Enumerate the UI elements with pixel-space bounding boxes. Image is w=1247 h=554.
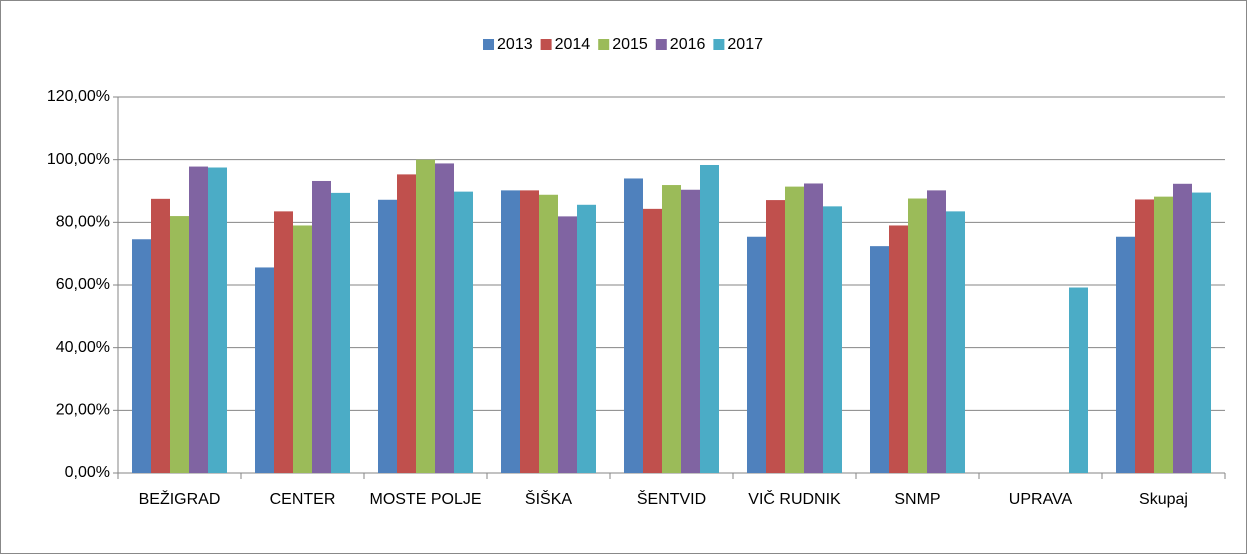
bar <box>170 216 189 474</box>
legend-swatch <box>713 39 725 50</box>
bar <box>397 174 416 474</box>
x-tick-label: CENTER <box>270 491 336 508</box>
legend-swatch <box>540 39 552 50</box>
y-tick-label: 100,00% <box>47 151 110 168</box>
bar <box>378 199 397 474</box>
legend-item: 2015 <box>598 36 648 53</box>
bar <box>681 189 700 473</box>
y-tick-label: 0,00% <box>65 464 110 481</box>
bar <box>558 216 577 473</box>
bar <box>577 204 596 473</box>
bar <box>804 183 823 474</box>
bar <box>435 163 454 473</box>
bar <box>870 246 889 473</box>
bar <box>1135 199 1154 473</box>
legend-swatch <box>483 39 495 50</box>
bar <box>1069 287 1088 473</box>
bar <box>700 164 719 473</box>
bar <box>539 194 558 473</box>
bar <box>889 225 908 473</box>
bar <box>208 167 227 473</box>
bar <box>132 239 151 473</box>
bar <box>643 208 662 474</box>
bar <box>274 211 293 473</box>
legend: 2013 2014 2015 2016 2017 <box>483 36 763 53</box>
bar <box>1173 183 1192 473</box>
bar <box>331 192 350 473</box>
x-tick-label: ŠIŠKA <box>525 489 572 508</box>
y-tick-label: 80,00% <box>56 214 110 231</box>
bar <box>1116 236 1135 473</box>
y-tick-label: 40,00% <box>56 339 110 356</box>
x-tick-label: MOSTE POLJE <box>369 491 481 508</box>
bar <box>908 198 927 473</box>
bar <box>927 190 946 473</box>
legend-swatch <box>655 39 667 50</box>
bar <box>293 225 312 473</box>
bar <box>312 180 331 473</box>
bar <box>785 186 804 473</box>
bar <box>662 185 681 473</box>
legend-label: 2015 <box>612 36 648 53</box>
bar <box>151 198 170 474</box>
bar <box>520 190 539 473</box>
y-tick-label: 120,00% <box>47 88 110 105</box>
bar <box>624 178 643 473</box>
y-tick-label: 60,00% <box>56 276 110 293</box>
bar <box>823 206 842 473</box>
legend-item: 2016 <box>655 36 706 53</box>
bar <box>454 191 473 474</box>
y-tick-label: 20,00% <box>56 402 110 419</box>
legend-swatch <box>598 39 610 50</box>
legend-label: 2013 <box>497 36 533 53</box>
x-tick-label: ŠENTVID <box>637 489 706 508</box>
legend-label: 2017 <box>727 36 763 53</box>
bar <box>766 200 785 473</box>
bar <box>1192 192 1211 474</box>
bar <box>416 159 435 473</box>
bar <box>946 211 965 473</box>
x-tick-label: BEŽIGRAD <box>139 489 221 508</box>
bar <box>747 236 766 473</box>
legend-item: 2014 <box>540 36 591 53</box>
x-tick-label: UPRAVA <box>1009 491 1073 508</box>
bar <box>189 166 208 473</box>
legend-label: 2014 <box>555 36 591 53</box>
bar <box>255 267 274 473</box>
bar <box>501 190 520 473</box>
x-tick-label: SNMP <box>894 491 940 508</box>
x-tick-label: Skupaj <box>1139 491 1188 508</box>
bar <box>1154 196 1173 473</box>
x-tick-label: VIČ RUDNIK <box>748 489 841 508</box>
legend-item: 2017 <box>713 36 763 53</box>
legend-item: 2013 <box>483 36 533 53</box>
legend-label: 2016 <box>670 36 706 53</box>
